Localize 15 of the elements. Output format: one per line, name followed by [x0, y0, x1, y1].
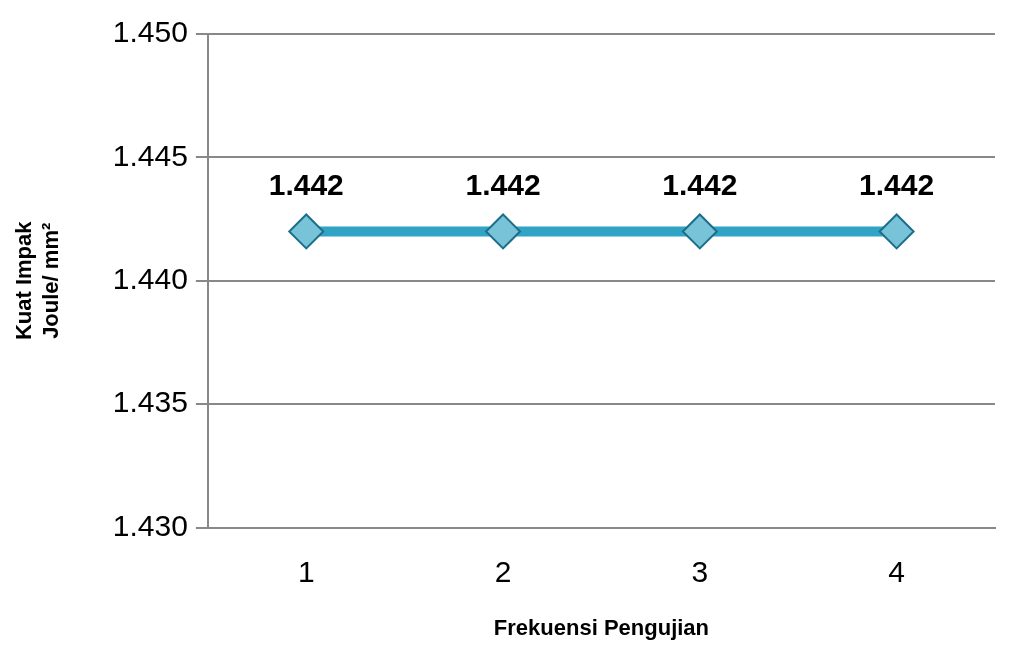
y-tick-label: 1.450	[112, 15, 188, 49]
x-tick-label: 4	[888, 554, 905, 588]
text: 1.442	[859, 167, 935, 201]
y-axis-title: Kuat Impak Joule/ mm²	[11, 220, 63, 341]
y-tick-label: 1.435	[112, 385, 188, 419]
x-axis-title: Frekuensi Pengujian	[493, 614, 710, 640]
y-tick-label: 1.445	[112, 138, 188, 172]
text: 1.442	[465, 167, 541, 201]
x-tick-label: 1	[297, 554, 315, 588]
x-tick-label: 2	[494, 554, 512, 588]
y-tick-label: 1.430	[112, 508, 188, 542]
x-tick-label: 3	[691, 554, 709, 588]
y-tick-label: 1.440	[112, 262, 188, 296]
text: 1.442	[662, 167, 738, 201]
text: 1.442	[268, 167, 344, 201]
